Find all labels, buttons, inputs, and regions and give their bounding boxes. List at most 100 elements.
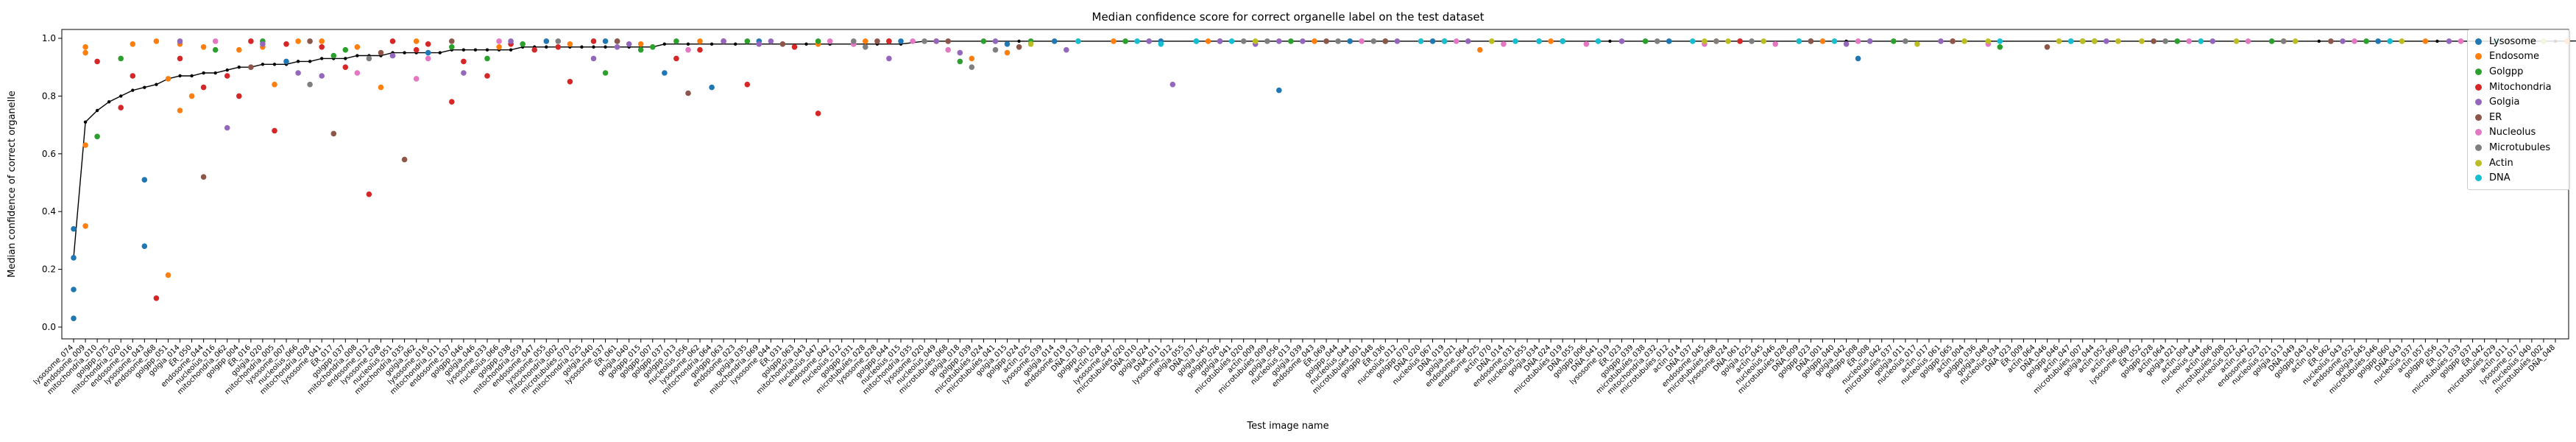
data-point-nucleolus — [413, 76, 420, 82]
legend-label: Golgpp — [2489, 66, 2524, 77]
data-point-mitochondria — [461, 58, 467, 65]
data-point-endosome — [319, 38, 325, 44]
data-point-golgpp — [330, 52, 337, 59]
data-point-actin — [2292, 38, 2299, 44]
data-point-mitochondria — [118, 105, 124, 110]
median-point — [509, 48, 513, 52]
data-point-er — [874, 38, 880, 44]
data-point-endosome — [130, 41, 136, 47]
legend-marker-icon — [2475, 68, 2482, 75]
data-point-lysosome — [898, 38, 904, 44]
data-point-golgia — [389, 52, 396, 59]
data-point-nucleolus — [2458, 38, 2464, 44]
data-point-lysosome — [543, 38, 550, 44]
data-point-endosome — [82, 142, 88, 148]
data-point-endosome — [1205, 38, 1211, 44]
legend-marker-icon — [2475, 38, 2482, 45]
data-point-mitochondria — [791, 44, 798, 50]
median-point — [83, 120, 88, 124]
data-point-microtubules — [1713, 38, 1719, 44]
data-point-golgpp — [118, 55, 124, 62]
data-point-golgia — [1843, 41, 1850, 47]
data-point-nucleolus — [910, 38, 916, 44]
legend-item: DNA — [2472, 170, 2565, 186]
median-point — [261, 63, 265, 66]
data-point-nucleolus — [212, 38, 219, 44]
data-point-dna — [1512, 38, 1518, 44]
data-point-lysosome — [71, 315, 77, 322]
data-point-golgpp — [94, 133, 100, 140]
legend-marker-icon — [2475, 99, 2482, 106]
data-point-endosome — [165, 76, 171, 82]
data-point-er — [378, 49, 384, 56]
median-point — [107, 100, 111, 104]
data-point-golgia — [260, 41, 266, 47]
data-point-er — [200, 174, 207, 180]
data-point-lysosome — [1051, 38, 1058, 44]
median-point — [592, 45, 595, 49]
legend-marker-icon — [2475, 159, 2482, 166]
median-point — [2435, 39, 2439, 43]
median-point — [485, 48, 489, 52]
data-point-microtubules — [2280, 38, 2287, 44]
legend-label: Mitochondria — [2489, 81, 2552, 93]
data-point-microtubules — [2162, 38, 2168, 44]
data-point-golgia — [224, 124, 230, 131]
data-point-mitochondria — [342, 64, 349, 70]
data-point-mitochondria — [94, 58, 100, 65]
data-point-golgia — [768, 38, 774, 44]
data-point-dna — [1228, 38, 1235, 44]
median-point — [403, 51, 406, 55]
median-trend-line — [73, 40, 2576, 258]
data-point-actin — [2092, 38, 2098, 44]
median-point — [178, 74, 182, 78]
data-point-endosome — [236, 46, 242, 53]
median-point — [272, 63, 277, 66]
data-point-golgia — [1938, 38, 1944, 44]
data-point-dna — [1134, 38, 1140, 44]
data-point-golgpp — [2174, 38, 2180, 44]
legend-item: Actin — [2472, 155, 2565, 171]
median-point — [473, 48, 478, 52]
data-point-golgpp — [650, 44, 656, 50]
data-point-golgpp — [1997, 44, 2003, 50]
data-point-mitochondria — [248, 38, 254, 44]
data-point-lysosome — [1276, 87, 1282, 94]
data-point-mitochondria — [697, 46, 703, 53]
data-point-nucleolus — [496, 38, 502, 44]
data-point-endosome — [567, 41, 573, 47]
data-point-actin — [1702, 38, 1708, 44]
data-point-golgia — [1170, 81, 1176, 88]
data-point-microtubules — [921, 38, 927, 44]
data-point-microtubules — [366, 55, 372, 62]
data-point-lysosome — [1666, 38, 1672, 44]
median-point — [662, 42, 667, 46]
legend-label: DNA — [2489, 172, 2510, 184]
data-point-golgpp — [980, 38, 987, 44]
data-point-lysosome — [2375, 38, 2381, 44]
y-axis-label: Median confidence of correct organelle — [7, 91, 18, 278]
data-point-golgia — [721, 38, 726, 44]
data-point-er — [1382, 38, 1389, 44]
median-point — [131, 88, 135, 92]
data-point-nucleolus — [1855, 38, 1861, 44]
data-point-nucleolus — [2186, 38, 2192, 44]
data-point-lysosome — [71, 255, 77, 261]
median-point — [1017, 39, 1021, 43]
data-point-lysosome — [602, 38, 609, 44]
data-point-microtubules — [1749, 38, 1755, 44]
data-point-dna — [2067, 38, 2074, 44]
data-point-er — [1016, 44, 1022, 50]
data-point-lysosome — [141, 243, 148, 250]
data-point-golgia — [756, 41, 762, 47]
data-point-golgia — [319, 73, 325, 79]
data-point-nucleolus — [1772, 41, 1778, 47]
data-point-er — [945, 38, 951, 44]
data-point-microtubules — [1264, 38, 1270, 44]
data-point-golgia — [626, 41, 632, 47]
data-point-mitochondria — [886, 38, 892, 44]
legend-marker-icon — [2475, 53, 2482, 60]
data-point-endosome — [863, 38, 868, 44]
legend-label: Actin — [2489, 157, 2513, 169]
data-point-golgia — [1300, 38, 1306, 44]
